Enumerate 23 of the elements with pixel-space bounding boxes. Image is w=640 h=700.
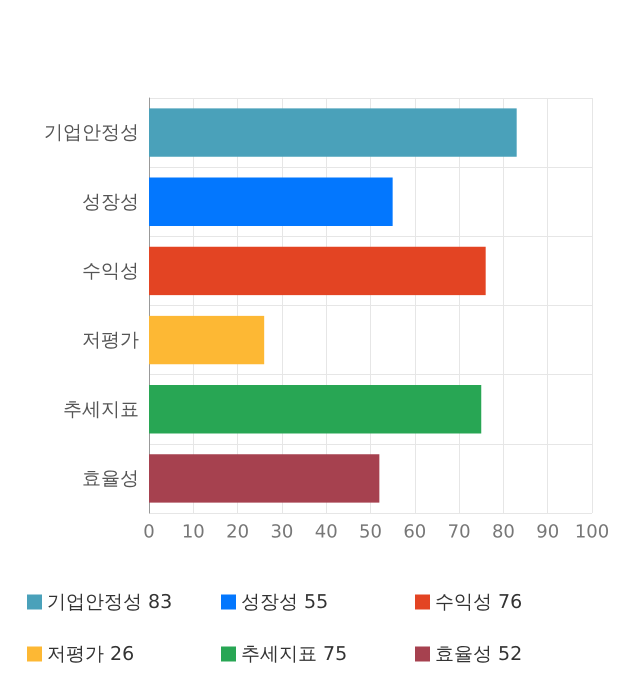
legend-label: 기업안정성 83 xyxy=(47,591,172,613)
y-tick-label: 수익성 xyxy=(82,260,139,282)
x-tick-label: 10 xyxy=(182,522,205,542)
x-tick-label: 30 xyxy=(270,522,294,542)
legend-label: 수익성 76 xyxy=(435,591,522,613)
y-tick-label: 성장성 xyxy=(82,190,139,213)
x-tick-label: 40 xyxy=(314,522,338,542)
y-tick-label: 기업안정성 xyxy=(44,122,139,144)
x-tick-label: 100 xyxy=(574,522,610,542)
y-tick-label: 추세지표 xyxy=(63,398,139,420)
legend-label: 저평가 26 xyxy=(47,643,134,665)
legend-label: 추세지표 75 xyxy=(241,643,348,665)
x-tick-label: 60 xyxy=(403,522,426,542)
legend-label: 효율성 52 xyxy=(435,643,522,665)
x-tick-label: 50 xyxy=(359,522,382,542)
x-tick-label: 90 xyxy=(536,522,560,542)
y-tick-label: 저평가 xyxy=(82,329,139,352)
x-tick-label: 80 xyxy=(492,522,515,542)
x-tick-label: 20 xyxy=(226,522,250,542)
x-tick-label: 0 xyxy=(143,522,155,542)
y-tick-label: 효율성 xyxy=(82,467,139,490)
x-tick-label: 70 xyxy=(448,522,471,542)
legend-label: 성장성 55 xyxy=(241,591,328,613)
